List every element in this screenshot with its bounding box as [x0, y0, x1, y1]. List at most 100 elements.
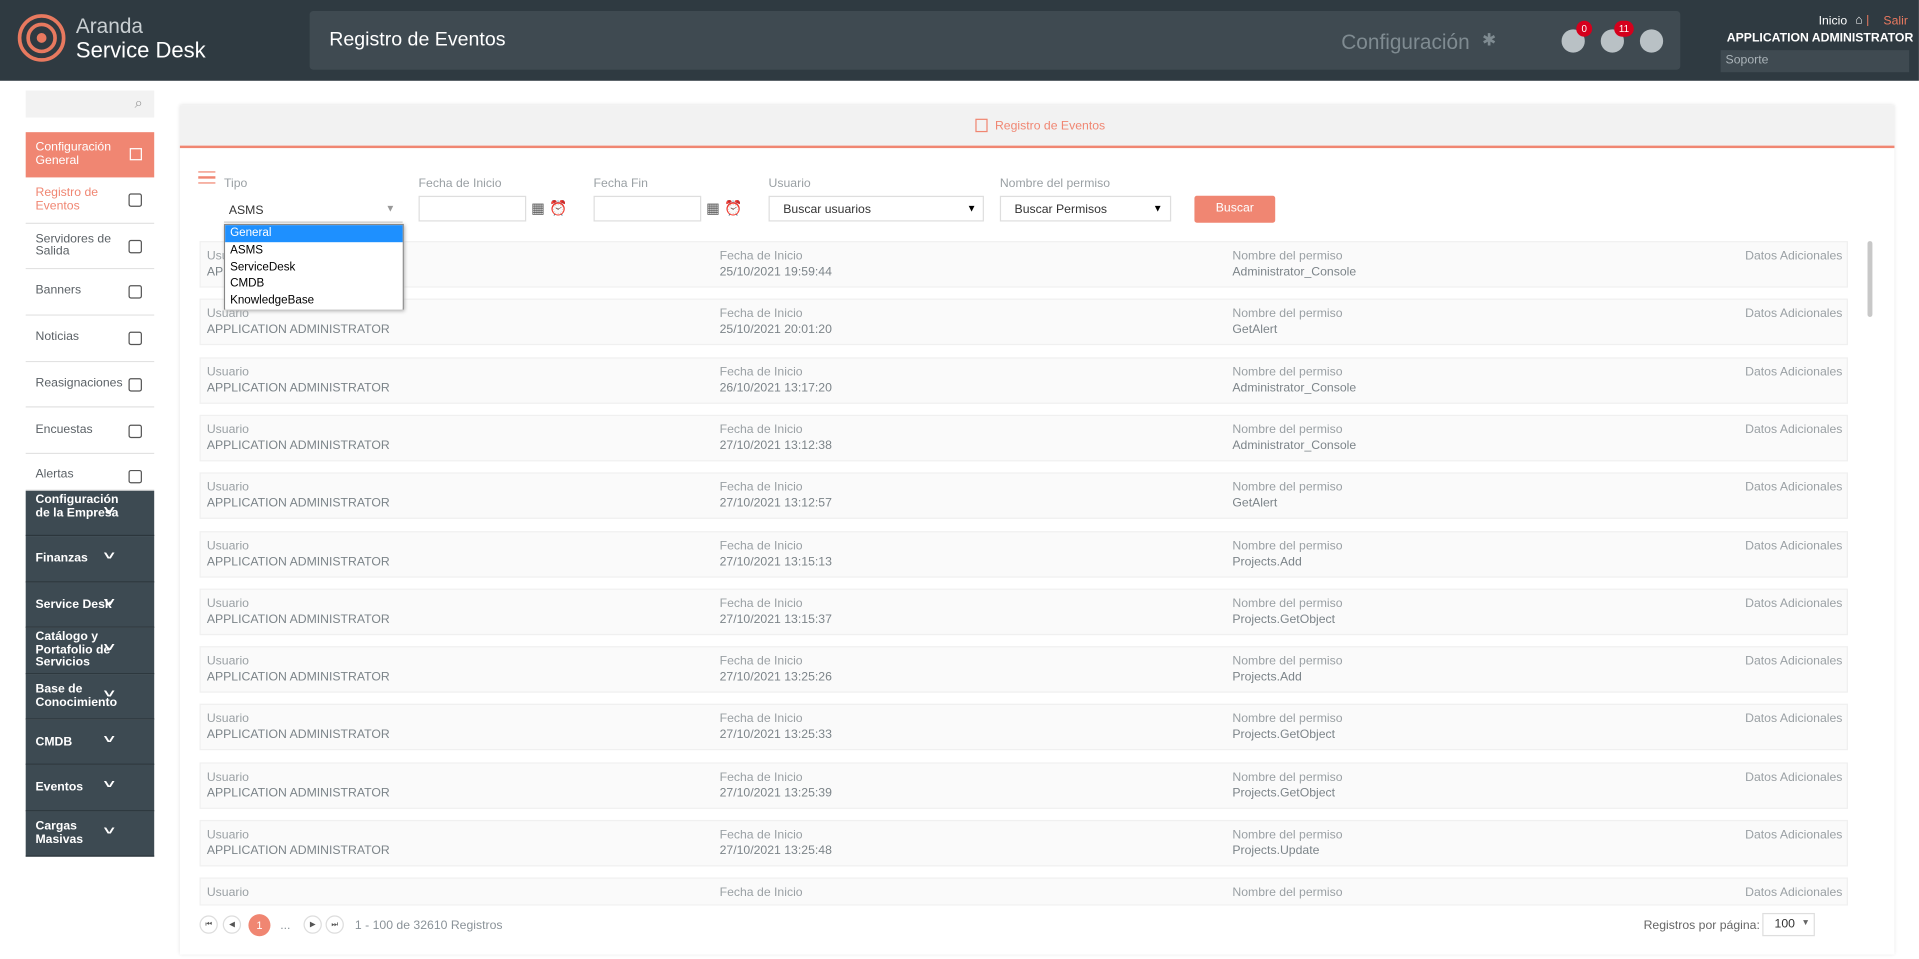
cell-permission: Projects.Add	[1232, 554, 1302, 569]
column-label: Fecha de Inicio	[719, 712, 803, 727]
column-label: Fecha de Inicio	[719, 770, 803, 785]
event-row[interactable]	[199, 298, 1848, 346]
start-label: Fecha de Inicio	[418, 177, 502, 191]
pager-button[interactable]: ▶	[303, 915, 322, 934]
event-row[interactable]	[199, 472, 1848, 520]
event-row[interactable]	[199, 414, 1848, 462]
sidebar-item[interactable]: Noticias	[25, 315, 155, 362]
column-label: Usuario	[206, 481, 250, 495]
column-label: Usuario	[206, 307, 250, 321]
sidebar-group[interactable]: Eventos ˅	[25, 765, 155, 812]
logout-link[interactable]: Salir	[1883, 14, 1908, 29]
tools-icon[interactable]	[1639, 29, 1664, 53]
pager-button[interactable]: ⏮	[199, 915, 218, 934]
user-name: APPLICATION ADMINISTRATOR	[1726, 31, 1914, 46]
top-bar: Aranda Service Desk Registro de Eventos …	[0, 0, 1919, 81]
sidebar-item-label: Reasignaciones	[35, 376, 123, 391]
search-button[interactable]: Buscar	[1194, 195, 1276, 223]
event-row[interactable]	[199, 877, 1848, 906]
user-label: Usuario	[768, 177, 811, 191]
column-label: Nombre del permiso	[1232, 886, 1343, 900]
per-page-arrow: ▼	[1801, 919, 1810, 928]
role-box[interactable]	[1720, 50, 1910, 73]
cell-date: 25/10/2021 19:59:44	[719, 265, 832, 280]
user-select[interactable]	[768, 195, 984, 222]
dropdown-option[interactable]: KnowledgeBase	[225, 292, 403, 310]
column-label: Nombre del permiso	[1232, 423, 1343, 437]
start-calendar[interactable]: ▦ ⏰	[531, 199, 568, 217]
cell-user: APPLICATION ADMINISTRATOR	[206, 439, 390, 453]
cell-permission: Projects.Add	[1232, 670, 1302, 685]
current-page[interactable]: 1	[248, 914, 271, 937]
panel-icon	[975, 118, 988, 133]
pager-button[interactable]: ⏭	[325, 915, 344, 934]
sidebar-item[interactable]: Encuestas	[25, 408, 155, 455]
pager-bar	[179, 905, 1894, 955]
event-row[interactable]	[199, 646, 1848, 693]
event-row[interactable]	[199, 356, 1848, 404]
sidebar-item-icon	[128, 239, 142, 253]
sidebar-item[interactable]: Registro de Eventos	[25, 177, 155, 224]
column-label: Usuario	[206, 654, 250, 669]
sidebar-search[interactable]	[25, 90, 155, 118]
column-label: Fecha de Inicio	[719, 423, 803, 437]
cell-user: APPLICATION ADMINISTRATOR	[206, 381, 390, 395]
event-row[interactable]	[199, 762, 1848, 809]
chevron: ˅	[103, 504, 115, 518]
panel-title: Registro de Eventos	[994, 119, 1106, 134]
end-input[interactable]	[593, 195, 702, 222]
dropdown-option[interactable]: General	[225, 225, 403, 243]
sidebar-group-label: Finanzas	[35, 552, 88, 566]
event-row[interactable]	[199, 819, 1848, 867]
tipo-select[interactable]	[223, 195, 403, 223]
pager-button[interactable]: ◀	[222, 915, 242, 934]
active-group[interactable]: Configuración General	[25, 132, 155, 178]
cell-date: 27/10/2021 13:25:26	[719, 670, 832, 685]
event-row[interactable]	[199, 241, 1848, 288]
column-label: Fecha de Inicio	[719, 365, 803, 379]
start-input[interactable]	[418, 195, 527, 222]
cell-user: APPLICATION ADMINISTRATOR	[206, 728, 390, 743]
cell-user: APPLICATION ADMINISTRATOR	[206, 554, 390, 569]
logo	[17, 14, 66, 62]
perm-select[interactable]	[999, 195, 1172, 222]
page-ellipsis[interactable]: ...	[280, 919, 291, 933]
cell-user: APPLICATION ADMINISTRATOR	[206, 844, 390, 858]
sidebar-group[interactable]: Configuración de la Empresa ˅	[25, 490, 155, 537]
per-page-select[interactable]	[1762, 912, 1815, 937]
cell-permission: Projects.GetObject	[1232, 786, 1336, 800]
event-row[interactable]	[199, 588, 1848, 635]
sidebar-group-label: Base de Conocimiento	[35, 682, 118, 710]
config-link[interactable]: Configuración	[1341, 30, 1470, 54]
dropdown-option[interactable]: ASMS	[225, 242, 403, 259]
sidebar-item[interactable]: Servidores de Salida	[25, 223, 155, 270]
home-link[interactable]: Inicio	[1818, 14, 1848, 29]
column-label: Fecha de Inicio	[719, 886, 803, 900]
column-label: Datos Adicionales	[1745, 539, 1843, 553]
sidebar-group[interactable]: Service Desk ˅	[25, 582, 155, 629]
sidebar-group[interactable]: Catálogo y Portafolio de Servicios ˅	[25, 628, 155, 674]
sidebar-item[interactable]: Banners	[25, 269, 155, 316]
sidebar-item[interactable]: Alertas	[25, 454, 155, 491]
column-label: Datos Adicionales	[1745, 596, 1843, 611]
column-label: Nombre del permiso	[1232, 596, 1343, 611]
user-arrow: ▼	[966, 203, 977, 215]
group-icon	[129, 148, 142, 161]
menu-icon[interactable]	[198, 171, 216, 184]
sidebar-group[interactable]: Finanzas ˅	[25, 536, 155, 583]
event-row[interactable]	[199, 704, 1848, 751]
sidebar-item[interactable]: Reasignaciones	[25, 361, 155, 409]
dropdown-option[interactable]: CMDB	[225, 275, 403, 293]
sidebar-group-label: Service Desk	[35, 597, 112, 612]
event-row[interactable]	[199, 530, 1848, 578]
sidebar-group[interactable]: Base de Conocimiento ˅	[25, 673, 155, 720]
end-calendar[interactable]: ▦ ⏰	[706, 199, 743, 217]
sidebar-group[interactable]: Cargas Masivas ˅	[25, 811, 155, 857]
sidebar-group[interactable]: CMDB ˅	[25, 719, 155, 766]
sidebar-item-label: Encuestas	[35, 422, 93, 437]
column-label: Fecha de Inicio	[719, 828, 803, 842]
cell-user: APPLICATION ADMINISTRATOR	[206, 786, 390, 800]
dropdown-option[interactable]: ServiceDesk	[225, 258, 403, 276]
chevron: ˅	[103, 641, 115, 655]
cell-date: 27/10/2021 13:12:57	[719, 497, 832, 511]
